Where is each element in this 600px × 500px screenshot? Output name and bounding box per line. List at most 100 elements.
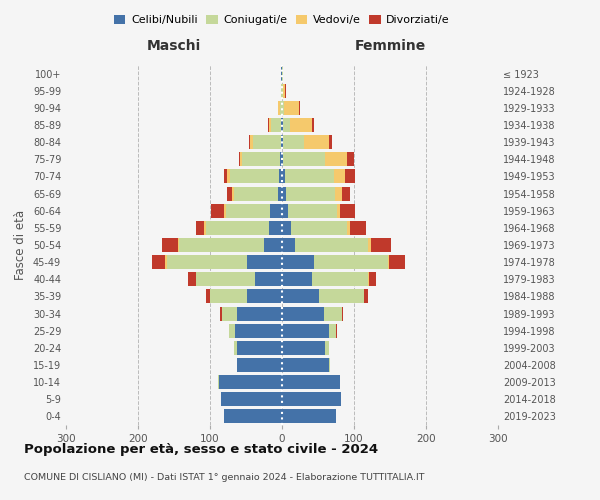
- Bar: [285, 170, 334, 183]
- Bar: [290, 221, 347, 235]
- Bar: [211, 204, 224, 218]
- Bar: [281, 66, 282, 80]
- Bar: [204, 221, 206, 235]
- Bar: [278, 186, 282, 200]
- Bar: [282, 221, 290, 235]
- Legend: Celibi/Nubili, Coniugati/e, Vedovi/e, Divorziati/e: Celibi/Nubili, Coniugati/e, Vedovi/e, Di…: [110, 10, 454, 30]
- Bar: [232, 186, 234, 200]
- Bar: [264, 238, 282, 252]
- Bar: [282, 375, 340, 389]
- Bar: [282, 358, 329, 372]
- Bar: [250, 135, 253, 149]
- Bar: [271, 204, 282, 218]
- Bar: [285, 84, 286, 98]
- Bar: [178, 238, 179, 252]
- Bar: [347, 152, 354, 166]
- Bar: [253, 135, 281, 149]
- Bar: [162, 238, 178, 252]
- Bar: [371, 238, 391, 252]
- Bar: [329, 135, 332, 149]
- Bar: [324, 306, 342, 320]
- Bar: [224, 410, 282, 424]
- Bar: [335, 186, 342, 200]
- Bar: [312, 272, 368, 286]
- Bar: [282, 170, 285, 183]
- Bar: [342, 306, 343, 320]
- Bar: [344, 170, 355, 183]
- Bar: [282, 118, 283, 132]
- Bar: [369, 272, 376, 286]
- Bar: [278, 101, 280, 115]
- Bar: [152, 255, 166, 269]
- Bar: [337, 204, 340, 218]
- Bar: [304, 135, 329, 149]
- Bar: [238, 341, 282, 355]
- Bar: [206, 221, 269, 235]
- Bar: [282, 272, 312, 286]
- Bar: [196, 272, 254, 286]
- Bar: [342, 186, 350, 200]
- Bar: [210, 290, 247, 304]
- Bar: [336, 324, 337, 338]
- Bar: [281, 118, 282, 132]
- Bar: [364, 290, 368, 304]
- Bar: [368, 238, 371, 252]
- Y-axis label: Fasce di età: Fasce di età: [14, 210, 27, 280]
- Bar: [283, 118, 290, 132]
- Bar: [230, 170, 279, 183]
- Bar: [282, 410, 336, 424]
- Bar: [282, 84, 283, 98]
- Bar: [238, 306, 282, 320]
- Bar: [283, 135, 304, 149]
- Bar: [227, 186, 232, 200]
- Bar: [340, 204, 355, 218]
- Bar: [220, 306, 221, 320]
- Bar: [290, 118, 311, 132]
- Bar: [286, 186, 335, 200]
- Bar: [389, 255, 405, 269]
- Bar: [282, 290, 319, 304]
- Bar: [282, 341, 325, 355]
- Bar: [329, 324, 336, 338]
- Bar: [236, 358, 238, 372]
- Bar: [229, 324, 235, 338]
- Bar: [239, 152, 240, 166]
- Bar: [279, 170, 282, 183]
- Bar: [179, 238, 264, 252]
- Bar: [226, 204, 271, 218]
- Bar: [282, 152, 283, 166]
- Bar: [269, 118, 271, 132]
- Bar: [282, 324, 329, 338]
- Bar: [282, 101, 284, 115]
- Bar: [271, 118, 281, 132]
- Bar: [196, 221, 204, 235]
- Bar: [325, 152, 347, 166]
- Bar: [319, 290, 364, 304]
- Bar: [166, 255, 167, 269]
- Bar: [295, 238, 368, 252]
- Bar: [235, 341, 238, 355]
- Bar: [325, 341, 329, 355]
- Bar: [280, 101, 282, 115]
- Bar: [299, 101, 300, 115]
- Bar: [268, 118, 269, 132]
- Bar: [254, 272, 282, 286]
- Bar: [282, 135, 283, 149]
- Bar: [281, 135, 282, 149]
- Bar: [281, 84, 282, 98]
- Bar: [221, 306, 238, 320]
- Bar: [282, 186, 286, 200]
- Bar: [350, 221, 366, 235]
- Bar: [247, 290, 282, 304]
- Bar: [282, 392, 341, 406]
- Bar: [224, 204, 226, 218]
- Bar: [311, 118, 314, 132]
- Text: Femmine: Femmine: [355, 39, 425, 53]
- Bar: [334, 170, 344, 183]
- Bar: [282, 255, 314, 269]
- Bar: [388, 255, 389, 269]
- Bar: [167, 255, 247, 269]
- Bar: [240, 152, 242, 166]
- Bar: [329, 358, 330, 372]
- Bar: [347, 221, 350, 235]
